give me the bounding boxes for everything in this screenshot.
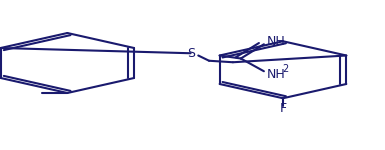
Text: F: F xyxy=(280,102,286,115)
Text: S: S xyxy=(187,47,195,60)
Text: NH: NH xyxy=(266,35,285,48)
Text: NH: NH xyxy=(266,68,285,81)
Text: 2: 2 xyxy=(282,64,288,74)
